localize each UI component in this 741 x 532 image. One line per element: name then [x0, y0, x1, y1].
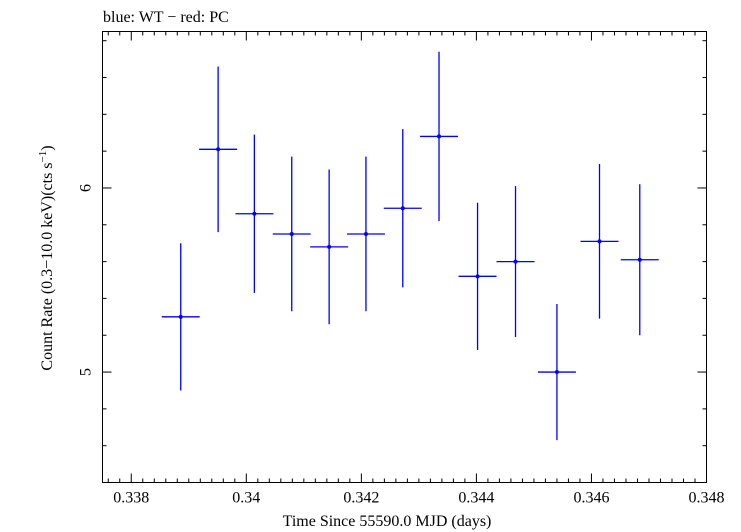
chart-title: blue: WT − red: PC [103, 9, 229, 26]
data-point [235, 134, 274, 293]
data-marker [400, 206, 405, 211]
data-point [580, 164, 619, 319]
x-tick-label: 0.34 [232, 490, 260, 507]
y-axis-ticks [102, 40, 707, 483]
data-point [383, 129, 422, 288]
data-marker [437, 134, 442, 139]
y-axis-label-close: ) [39, 145, 56, 150]
data-marker [327, 244, 332, 249]
data-marker [289, 231, 294, 236]
data-marker [637, 257, 642, 262]
x-axis-ticks [107, 31, 707, 483]
x-tick-label: 0.348 [689, 490, 725, 507]
data-marker [554, 370, 559, 375]
y-axis-label-superscript: −1 [37, 151, 49, 163]
data-point [620, 184, 659, 336]
data-marker [178, 314, 183, 319]
y-axis-label-main: Count Rate (0.3−10.0 keV)(cts s [39, 162, 56, 370]
data-marker [252, 211, 257, 216]
data-point [199, 66, 238, 233]
data-marker [475, 274, 480, 279]
x-axis-label: Time Since 55590.0 MJD (days) [283, 513, 492, 530]
x-axis-tick-labels: 0.338 0.34 0.342 0.344 0.346 0.348 [113, 490, 724, 507]
plot-frame [102, 31, 707, 483]
x-tick-label: 0.344 [458, 490, 494, 507]
data-point [420, 51, 458, 222]
y-tick-label: 5 [78, 368, 95, 376]
data-point [496, 186, 535, 338]
data-marker [216, 147, 221, 152]
y-axis-tick-labels: 56 [78, 184, 95, 376]
data-point [346, 156, 385, 312]
x-tick-label: 0.346 [573, 490, 609, 507]
data-point [537, 303, 576, 441]
data-point [458, 202, 497, 350]
x-tick-label: 0.338 [113, 490, 149, 507]
x-tick-label: 0.342 [343, 490, 379, 507]
data-marker [363, 231, 368, 236]
data-point [310, 169, 349, 325]
data-point [272, 156, 311, 312]
data-series-wt [161, 51, 659, 441]
y-axis-label: Count Rate (0.3−10.0 keV)(cts s−1) [37, 145, 56, 370]
y-tick-label: 6 [78, 184, 95, 192]
data-marker [597, 239, 602, 244]
data-point [161, 243, 200, 391]
data-marker [513, 259, 518, 264]
